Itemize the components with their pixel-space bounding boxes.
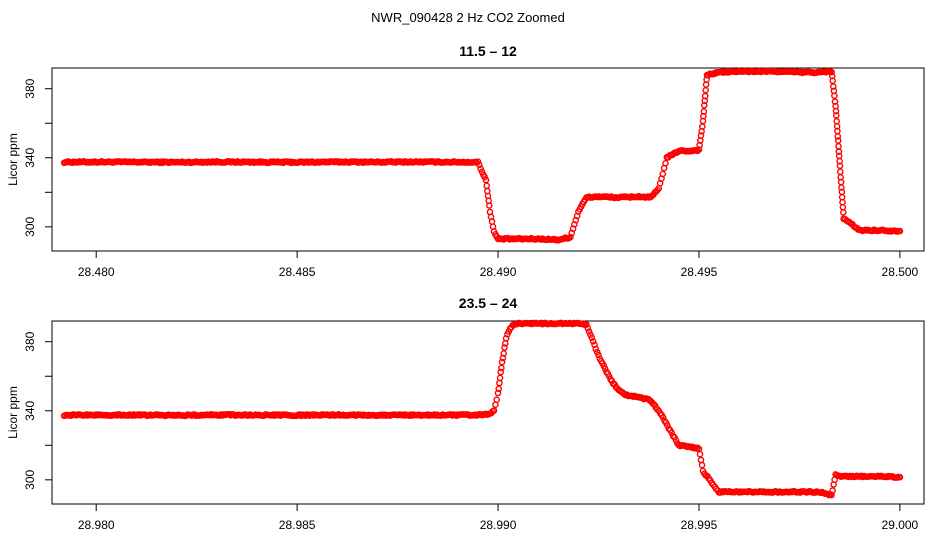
- data-point: [831, 92, 838, 99]
- y-tick-label: 340: [23, 147, 37, 167]
- data-point: [694, 147, 701, 155]
- data-point: [474, 158, 482, 165]
- data-point: [601, 365, 609, 373]
- data-point: [896, 227, 904, 235]
- y-axis-label: Licor ppm: [6, 386, 20, 439]
- data-point: [837, 168, 844, 175]
- data-point: [840, 209, 847, 216]
- data-point: [493, 396, 501, 404]
- plot-frame: [51, 67, 925, 252]
- data-point: [839, 203, 847, 211]
- x-tick-label: 28.985: [279, 518, 316, 532]
- panel-title: 23.5 – 24: [459, 295, 518, 311]
- y-tick-label: 300: [23, 469, 37, 489]
- panel-title: 11.5 – 12: [459, 43, 517, 59]
- data-point: [453, 412, 460, 420]
- data-point: [659, 414, 667, 421]
- data-points: [60, 319, 904, 499]
- data-point: [585, 328, 593, 335]
- data-point: [835, 142, 842, 150]
- data-point: [664, 422, 671, 429]
- plot-frame: [51, 320, 925, 505]
- data-point: [662, 159, 669, 167]
- x-tick-label: 29.000: [882, 518, 919, 532]
- x-tick-label: 28.495: [681, 265, 718, 279]
- data-point: [828, 68, 835, 76]
- data-point: [477, 165, 484, 172]
- chart-panel-2: [45, 319, 925, 511]
- data-point: [475, 161, 483, 169]
- data-point: [829, 487, 836, 494]
- data-point: [832, 107, 840, 115]
- data-point: [697, 132, 705, 139]
- x-tick-label: 28.995: [681, 518, 718, 532]
- data-point: [697, 456, 705, 464]
- data-point: [830, 83, 837, 90]
- x-tick-label: 28.480: [78, 265, 115, 279]
- x-tick-label: 28.500: [882, 265, 919, 279]
- data-point: [490, 407, 498, 414]
- data-point: [498, 358, 506, 366]
- data-point: [587, 331, 594, 339]
- data-point: [833, 112, 840, 119]
- data-point: [583, 321, 590, 328]
- data-point: [483, 182, 491, 190]
- data-point: [496, 379, 503, 387]
- chart-panel-1: [45, 67, 925, 258]
- data-point: [497, 368, 505, 376]
- data-point: [588, 334, 596, 342]
- data-point: [836, 162, 844, 170]
- data-point: [496, 374, 504, 382]
- x-tick-label: 28.990: [480, 518, 517, 532]
- data-point: [672, 436, 680, 444]
- data-point: [589, 337, 597, 345]
- y-tick-label: 300: [23, 216, 37, 236]
- data-point: [834, 133, 842, 140]
- data-point: [485, 202, 493, 209]
- data-point: [835, 148, 843, 155]
- figure-title: NWR_090428 2 Hz CO2 Zoomed: [371, 10, 565, 25]
- data-point: [896, 473, 904, 481]
- x-tick-label: 28.490: [480, 265, 517, 279]
- data-point: [838, 184, 845, 191]
- data-point: [595, 351, 602, 359]
- y-tick-label: 340: [23, 400, 37, 420]
- data-point: [659, 170, 667, 178]
- data-point: [584, 324, 592, 332]
- data-point: [668, 429, 676, 437]
- data-points: [60, 67, 904, 244]
- data-point: [700, 108, 708, 115]
- data-point: [501, 344, 508, 351]
- data-point: [696, 450, 704, 458]
- data-point: [494, 389, 502, 397]
- y-tick-label: 380: [23, 331, 37, 351]
- data-point: [669, 432, 677, 440]
- x-tick-label: 28.485: [279, 265, 316, 279]
- data-point: [702, 87, 710, 94]
- y-axis-label: Licor ppm: [6, 133, 20, 186]
- data-point: [500, 350, 508, 357]
- data-point: [592, 345, 600, 353]
- x-tick-label: 28.980: [78, 518, 115, 532]
- data-point: [698, 461, 706, 469]
- y-tick-label: 380: [23, 78, 37, 98]
